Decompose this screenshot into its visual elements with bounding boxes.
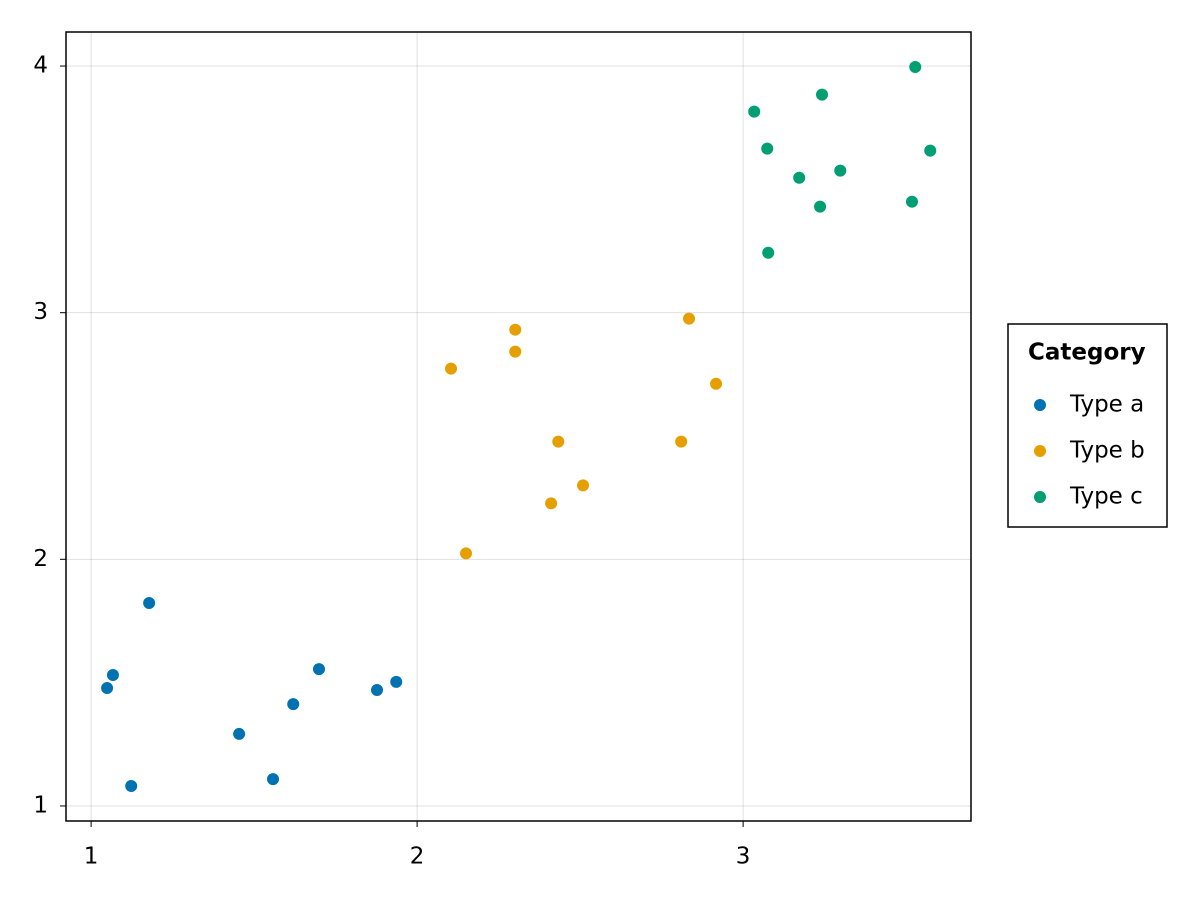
point xyxy=(793,171,806,184)
point xyxy=(762,246,775,259)
legend-marker xyxy=(1034,445,1046,457)
point xyxy=(909,61,922,74)
point xyxy=(545,497,558,510)
point xyxy=(445,362,458,375)
point xyxy=(675,435,688,448)
y-tick-label: 4 xyxy=(33,53,48,79)
x-tick-label: 2 xyxy=(410,844,425,870)
legend-marker xyxy=(1034,491,1046,503)
point xyxy=(683,312,696,325)
point xyxy=(233,727,246,740)
x-tick-label: 1 xyxy=(84,844,99,870)
plot-frame xyxy=(65,31,972,822)
y-tick-label: 2 xyxy=(33,546,48,572)
point xyxy=(552,435,565,448)
point xyxy=(710,377,723,390)
point xyxy=(834,164,847,177)
legend-title: Category xyxy=(1028,340,1146,366)
point xyxy=(267,773,280,786)
point xyxy=(287,698,300,711)
point xyxy=(125,779,138,792)
point xyxy=(577,479,590,492)
legend-marker xyxy=(1034,399,1046,411)
legend-box xyxy=(1007,323,1168,528)
point xyxy=(101,682,114,695)
point xyxy=(748,105,761,118)
x-tick-label: 3 xyxy=(736,844,751,870)
point xyxy=(460,547,473,560)
point xyxy=(390,675,403,688)
legend-label: Type b xyxy=(1069,438,1145,464)
point xyxy=(814,200,827,213)
legend-label: Type a xyxy=(1069,392,1144,418)
point xyxy=(509,323,522,336)
point xyxy=(816,88,829,101)
point xyxy=(905,195,918,208)
point xyxy=(312,663,325,676)
point xyxy=(143,596,156,609)
point xyxy=(509,345,522,358)
point xyxy=(371,684,384,697)
y-tick-label: 3 xyxy=(33,299,48,325)
point xyxy=(924,144,937,157)
point xyxy=(106,668,119,681)
point xyxy=(761,142,774,155)
legend-label: Type c xyxy=(1069,484,1143,510)
y-tick-label: 1 xyxy=(33,792,48,818)
